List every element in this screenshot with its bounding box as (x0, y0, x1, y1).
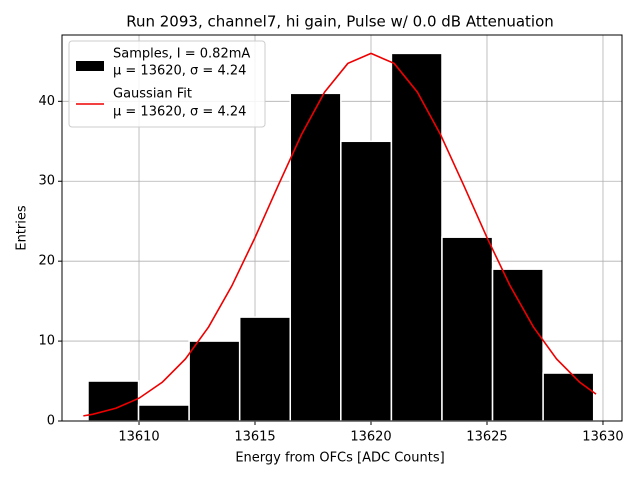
x-tick-label: 13620 (350, 430, 391, 445)
bar (340, 140, 393, 422)
bar (441, 236, 494, 422)
bar (188, 340, 241, 422)
legend-label: μ = 13620, σ = 4.24 (113, 105, 246, 120)
y-tick-label: 30 (38, 174, 55, 189)
x-tick-label: 13610 (118, 430, 159, 445)
bar (238, 316, 292, 422)
y-tick-label: 10 (38, 334, 55, 349)
x-tick-label: 13625 (466, 430, 507, 445)
bar (542, 372, 595, 422)
x-tick-label: 13615 (234, 430, 275, 445)
y-axis-label: Entries (15, 205, 30, 251)
legend-label: Gaussian Fit (113, 87, 192, 102)
x-axis-label: Energy from OFCs [ADC Counts] (235, 451, 444, 466)
legend-swatch (76, 61, 104, 71)
bar (390, 52, 443, 422)
bar (491, 268, 544, 422)
legend-label: Samples, I = 0.82mA (113, 47, 250, 62)
x-tick-label: 13630 (582, 430, 623, 445)
legend-box (68, 40, 266, 128)
legend-label: μ = 13620, σ = 4.24 (113, 64, 246, 79)
bar (289, 92, 342, 422)
bar (137, 404, 190, 422)
fit-line (83, 52, 597, 417)
y-tick-label: 40 (38, 94, 55, 109)
y-tick-label: 0 (47, 414, 55, 429)
plot-frame (61, 34, 623, 422)
y-tick-label: 20 (38, 254, 55, 269)
chart-title: Run 2093, channel7, hi gain, Pulse w/ 0.… (126, 13, 554, 31)
